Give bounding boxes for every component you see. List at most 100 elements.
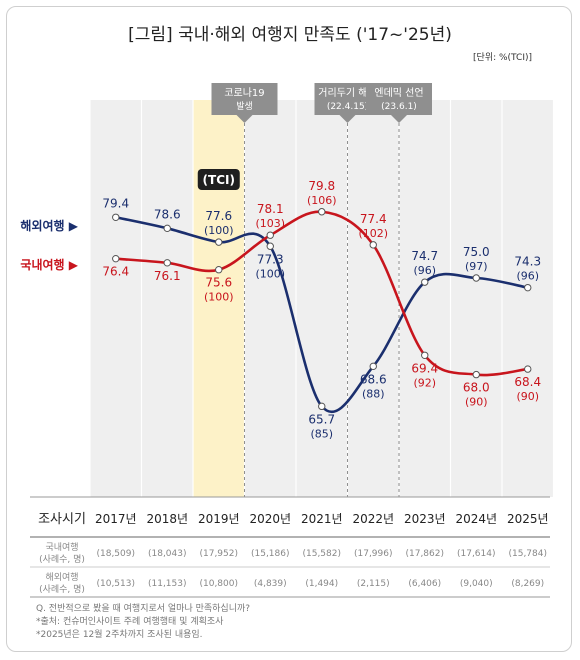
series-2-point-8 <box>472 370 480 379</box>
table-year-2: 2018년 <box>146 512 188 526</box>
series-1-point-5 <box>318 402 326 411</box>
series-2-point-9 <box>524 365 532 373</box>
unit-label: [단위: %(TCI)] <box>473 53 532 63</box>
footnote-question: Q. 전반적으로 봤을 때 여행지로서 얼마나 만족하십니까? <box>36 604 251 614</box>
column-bg-8 <box>451 100 502 497</box>
series-2-point-4 <box>266 231 274 239</box>
tci-badge <box>197 169 240 190</box>
column-bg-6 <box>348 100 399 497</box>
series-2-value-1: 76.4 <box>102 265 129 279</box>
series-1-value-3: 77.6 <box>205 209 232 223</box>
series-1-point-4 <box>266 242 274 250</box>
series-line-2 <box>115 210 528 377</box>
table-year-6: 2022년 <box>352 512 394 526</box>
table-row-label-2: 해외여행 <box>45 571 78 583</box>
table-row-1-value-7: (17,862) <box>405 549 444 559</box>
series-1-tci-6: (88) <box>362 387 385 400</box>
table-year-8: 2024년 <box>455 512 497 526</box>
series-1-tci-9: (96) <box>516 270 539 283</box>
footnote-source: *출처: 컨슈머인사이트 주례 여행행태 및 계획조사 <box>36 617 224 627</box>
series-2-point-6 <box>369 241 377 249</box>
series-2-point-7 <box>421 351 429 359</box>
table-year-5: 2021년 <box>301 512 343 526</box>
series-1-value-2: 78.6 <box>154 207 181 221</box>
table-row-1-value-1: (18,509) <box>96 549 135 559</box>
series-1-value-8: 75.0 <box>463 245 490 259</box>
tci-badge-label: (TCI) <box>203 173 235 187</box>
table-row-2-value-9: (8,269) <box>511 579 544 589</box>
series-1-tci-4: (100) <box>255 267 285 280</box>
table-row-2-value-1: (10,513) <box>96 579 135 589</box>
series-2-tci-5: (106) <box>307 194 337 207</box>
table-row-2-value-2: (11,153) <box>148 579 187 589</box>
table-header-label: 조사시기 <box>38 512 86 527</box>
series-1-tci-3: (100) <box>204 224 234 237</box>
table-row-2-value-6: (2,115) <box>357 579 390 589</box>
table-row-2-value-8: (9,040) <box>460 579 493 589</box>
series-1-tci-8: (97) <box>465 260 488 273</box>
series-1-point-2 <box>163 224 171 233</box>
series-2-value-8: 68.0 <box>463 381 490 395</box>
series-2-value-4: 78.1 <box>257 202 284 216</box>
event-flag-2 <box>314 83 381 123</box>
table-row-1-value-6: (17,996) <box>354 549 393 559</box>
series-2-tci-4: (103) <box>255 217 285 230</box>
series-1-value-4: 77.3 <box>257 252 284 266</box>
series-2-point-5 <box>318 208 326 216</box>
series-2-tci-8: (90) <box>465 396 488 409</box>
series-2-value-6: 77.4 <box>360 212 387 226</box>
table-row-2-value-4: (4,839) <box>254 579 287 589</box>
table-row-1-value-9: (15,784) <box>508 549 547 559</box>
series-2-tci-3: (100) <box>204 291 234 304</box>
table-row-1-value-4: (15,186) <box>251 549 290 559</box>
table-row-label-1: 국내여행 <box>45 541 78 553</box>
series-1-point-3 <box>215 238 223 246</box>
footnotes: Q. 전반적으로 봤을 때 여행지로서 얼마나 만족하십니까? *출처: 컨슈머… <box>36 603 250 642</box>
series-1-point-6 <box>369 362 377 371</box>
table-row-1-value-8: (17,614) <box>457 549 496 559</box>
series-2-tci-6: (102) <box>358 227 388 240</box>
series-1-point-1 <box>112 213 120 221</box>
series-1-value-7: 74.7 <box>411 249 438 263</box>
table-row-2-value-5: (1,494) <box>305 579 338 589</box>
series-2-tci-7: (92) <box>413 376 436 389</box>
event-sublabel-2: (22.4.15) <box>327 102 368 112</box>
series-2-point-3 <box>215 266 223 274</box>
series-2-value-5: 79.8 <box>308 179 335 193</box>
series-1-point-8 <box>472 274 480 282</box>
event-label-2: 거리두기 해제 <box>318 86 376 99</box>
column-bg-9 <box>502 100 553 497</box>
series-2-value-9: 68.4 <box>514 375 541 389</box>
series-1-tci-7: (96) <box>413 264 436 277</box>
table-year-1: 2017년 <box>95 512 137 526</box>
footnote-period: *2025년은 12월 2주차까지 조사된 내용임. <box>36 630 203 640</box>
event-sublabel-1: 발생 <box>236 101 253 112</box>
series-2-value-3: 75.6 <box>205 276 232 290</box>
series-1-value-9: 74.3 <box>514 255 541 269</box>
event-flag-1 <box>211 83 278 123</box>
chart-title: [그림] 국내·해외 여행지 만족도 ('17~'25년) <box>128 25 452 45</box>
event-flag-3 <box>366 83 432 123</box>
legend-1: 해외여행 ▶ <box>20 218 78 233</box>
table-row-sublabel-1: (사례수, 명) <box>39 554 85 565</box>
series-2-tci-9: (90) <box>516 390 539 403</box>
table-row-sublabel-2: (사례수, 명) <box>39 584 85 595</box>
event-label-1: 코로나19 <box>224 87 264 99</box>
table-row-1-value-5: (15,582) <box>302 549 341 559</box>
column-bg-7 <box>399 100 450 497</box>
column-bg-1 <box>90 100 141 497</box>
table-year-7: 2023년 <box>404 512 446 526</box>
series-2-value-2: 76.1 <box>154 269 181 283</box>
series-1-value-6: 68.6 <box>360 372 387 386</box>
series-2-point-2 <box>163 259 171 267</box>
table-row-1-value-2: (18,043) <box>148 549 187 559</box>
series-1-point-7 <box>421 278 429 286</box>
legend-2: 국내여행 ▶ <box>20 257 78 272</box>
event-label-3: 엔데믹 선언 <box>374 87 423 99</box>
series-1-tci-5: (85) <box>310 427 333 440</box>
column-bg-5 <box>296 100 347 497</box>
event-sublabel-3: (23.6.1) <box>381 102 417 112</box>
table-row-2-value-7: (6,406) <box>408 579 441 589</box>
table-year-4: 2020년 <box>249 512 291 526</box>
